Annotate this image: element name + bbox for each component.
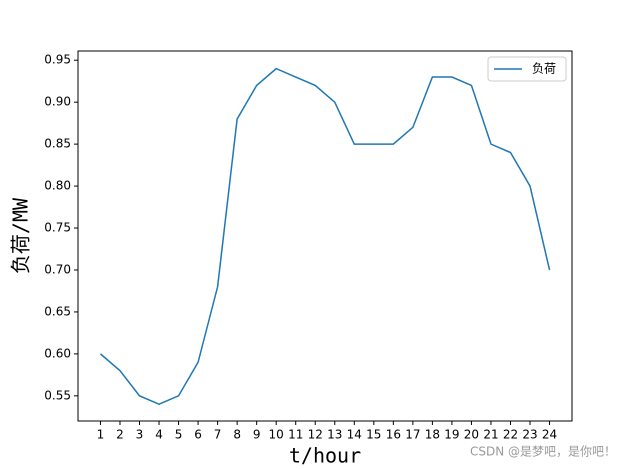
watermark: CSDN @是梦吧，是你吧！ — [470, 445, 616, 459]
x-tick-label: 2 — [116, 428, 124, 442]
x-tick-label: 10 — [269, 428, 284, 442]
y-tick-label: 0.95 — [44, 53, 71, 67]
x-tick-label: 23 — [522, 428, 537, 442]
x-tick-label: 3 — [136, 428, 144, 442]
y-axis-label: 负荷/MW — [9, 197, 33, 274]
x-tick-label: 21 — [483, 428, 498, 442]
plot-frame — [77, 50, 573, 422]
x-tick-label: 15 — [366, 428, 381, 442]
series-line — [99, 67, 551, 406]
x-tick-label: 18 — [425, 428, 440, 442]
x-tick-label: 7 — [214, 428, 222, 442]
x-tick-label: 16 — [386, 428, 401, 442]
y-tick-label: 0.75 — [44, 221, 71, 235]
x-axis-label: t/hour — [289, 444, 361, 468]
x-tick-label: 14 — [347, 428, 362, 442]
x-tick-label: 4 — [155, 428, 163, 442]
x-tick-label: 20 — [464, 428, 479, 442]
y-tick-label: 0.85 — [44, 137, 71, 151]
legend-label: 负荷 — [532, 62, 556, 76]
x-tick-label: 12 — [308, 428, 323, 442]
x-tick-label: 17 — [405, 428, 420, 442]
x-tick-label: 19 — [444, 428, 459, 442]
y-tick-label: 0.60 — [44, 346, 71, 360]
x-tick-label: 8 — [233, 428, 241, 442]
x-tick-label: 9 — [253, 428, 261, 442]
legend-box — [487, 56, 567, 82]
x-tick-label: 22 — [503, 428, 518, 442]
y-tick-label: 0.55 — [44, 388, 71, 402]
x-tick-label: 24 — [542, 428, 557, 442]
y-tick-label: 0.80 — [44, 179, 71, 193]
y-tick-label: 0.70 — [44, 262, 71, 276]
x-tick-label: 6 — [194, 428, 202, 442]
x-tick-label: 1 — [97, 428, 105, 442]
x-tick-label: 13 — [327, 428, 342, 442]
x-tick-label: 11 — [288, 428, 303, 442]
y-tick-label: 0.90 — [44, 95, 71, 109]
y-tick-label: 0.65 — [44, 304, 71, 318]
x-tick-label: 5 — [175, 428, 183, 442]
